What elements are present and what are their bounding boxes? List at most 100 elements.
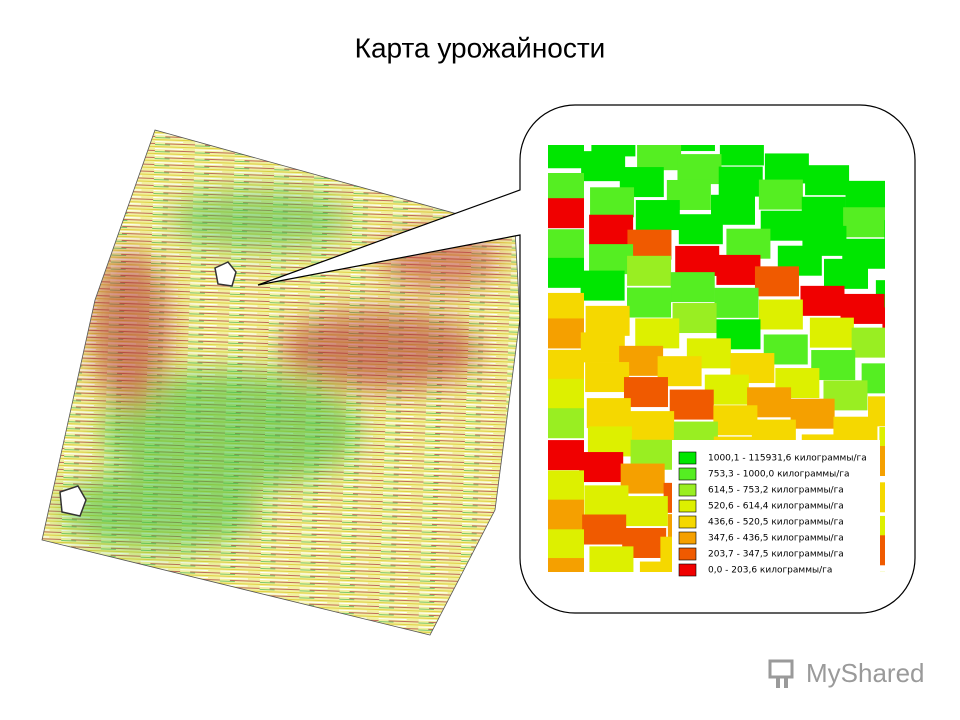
yield-cell xyxy=(585,362,630,393)
yield-cell xyxy=(711,615,755,645)
watermark: MyShared xyxy=(768,658,925,688)
yield-cell xyxy=(586,398,631,429)
yield-cell xyxy=(635,318,680,349)
yield-cell xyxy=(548,529,584,560)
yield-cell xyxy=(821,620,865,650)
yield-cell xyxy=(635,200,680,231)
legend-box xyxy=(672,440,880,578)
legend-swatch xyxy=(678,483,697,497)
legend-swatch xyxy=(678,451,697,465)
yield-cell xyxy=(548,229,584,260)
legend-label: 1000,1 - 115931,6 килограммы/га xyxy=(708,454,867,464)
legend-swatch xyxy=(678,515,697,529)
yield-cell xyxy=(581,151,626,182)
yield-cell xyxy=(548,349,584,380)
yield-cell xyxy=(672,303,717,334)
yield-cell xyxy=(713,405,758,436)
yield-cell xyxy=(726,228,771,259)
legend-swatch xyxy=(678,547,697,561)
yield-cell xyxy=(548,440,584,471)
yield-cell xyxy=(758,179,803,210)
yield-cell xyxy=(809,317,854,348)
yield-cell xyxy=(884,220,885,251)
yield-cell xyxy=(589,214,634,245)
yield-cell xyxy=(630,411,675,442)
yield-cell xyxy=(590,187,635,218)
yield-cell xyxy=(580,332,625,363)
yield-cell xyxy=(634,620,678,650)
yield-cell xyxy=(719,145,764,166)
yield-cell xyxy=(845,180,885,211)
yield-cell xyxy=(585,305,630,336)
yield-cell xyxy=(548,173,584,204)
yield-cell xyxy=(580,270,625,301)
legend-swatch xyxy=(678,499,697,513)
yield-cell xyxy=(714,287,759,318)
legend-swatch xyxy=(678,531,697,545)
yield-cell xyxy=(584,485,629,516)
yield-cell xyxy=(670,145,715,152)
yield-map xyxy=(42,130,520,635)
yield-cell xyxy=(781,610,825,640)
yield-cell xyxy=(548,198,584,229)
yield-cell xyxy=(758,299,803,330)
yield-cell xyxy=(548,470,584,501)
yield-cell xyxy=(548,378,584,409)
yield-cell xyxy=(683,638,727,668)
yield-cell xyxy=(756,631,800,661)
yield-cell xyxy=(882,307,885,338)
legend-label: 0,0 - 203,6 килограммы/га xyxy=(708,566,832,576)
yield-cell xyxy=(879,427,885,458)
yield-cell xyxy=(754,266,799,297)
watermark-text: MyShared xyxy=(806,658,925,688)
field-outline xyxy=(41,129,521,636)
yield-cell xyxy=(669,389,714,420)
yield-cell xyxy=(548,257,584,288)
yield-cell xyxy=(764,153,809,184)
yield-cell xyxy=(587,426,632,457)
yield-cell xyxy=(627,255,672,286)
legend: 1000,1 - 115931,6 килограммы/га 753,3 - 1… xyxy=(672,440,880,578)
zoom-map xyxy=(548,145,925,720)
legend-label: 347,6 - 436,5 килограммы/га xyxy=(708,534,844,544)
yield-cell xyxy=(579,452,624,483)
yield-cell xyxy=(851,327,885,358)
yield-cell xyxy=(589,546,634,572)
yield-cell xyxy=(637,145,682,171)
legend-swatch xyxy=(678,563,697,577)
yield-cell xyxy=(548,292,584,323)
yield-cell xyxy=(548,408,584,439)
yield-cell xyxy=(591,145,636,157)
legend-label: 753,3 - 1000,0 килограммы/га xyxy=(708,470,850,480)
yield-cell xyxy=(548,318,584,349)
yield-cell xyxy=(729,650,773,680)
yield-cell xyxy=(790,398,835,429)
yield-cell xyxy=(800,285,845,316)
yield-cell xyxy=(548,145,584,169)
legend-swatch xyxy=(678,467,697,481)
yield-cell xyxy=(843,207,885,238)
yield-cell xyxy=(678,214,723,245)
yield-cell xyxy=(670,272,715,303)
yield-cell xyxy=(824,258,869,289)
yield-cell xyxy=(677,154,722,185)
legend-label: 614,5 - 753,2 килограммы/га xyxy=(708,486,844,496)
legend-label: 203,7 - 347,5 килограммы/га xyxy=(708,550,844,560)
yield-cell xyxy=(805,165,850,196)
yield-cell xyxy=(582,514,627,545)
legend-label: 436,6 - 520,5 килограммы/га xyxy=(708,518,844,528)
yield-cell xyxy=(881,608,925,638)
yield-cell xyxy=(548,499,584,530)
yield-cell xyxy=(623,496,668,527)
yield-cell xyxy=(623,377,668,408)
yield-cell xyxy=(627,287,672,318)
legend-label: 520,6 - 614,4 килограммы/га xyxy=(708,502,844,512)
yield-cell xyxy=(718,166,763,197)
yield-cell xyxy=(589,244,634,275)
yield-cell xyxy=(639,561,684,572)
yield-cell xyxy=(627,229,672,260)
yield-cell xyxy=(675,245,720,276)
yield-cell xyxy=(860,696,904,720)
